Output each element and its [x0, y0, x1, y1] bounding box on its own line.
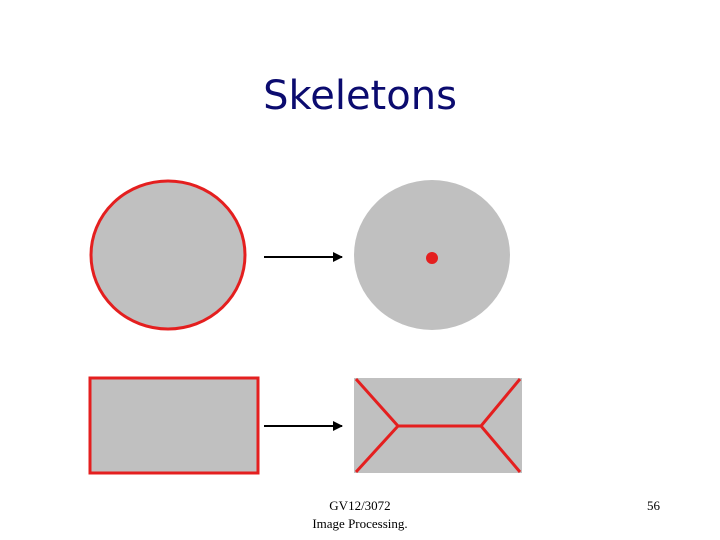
- skeleton-branch-bottom-right: [479, 425, 522, 473]
- rectangle-skeleton: [354, 378, 522, 474]
- slide-title: Skeletons: [263, 73, 457, 119]
- rectangle-example: [88, 376, 522, 475]
- course-code: GV12/3072: [329, 498, 391, 513]
- skeleton-branch-top-left: [354, 378, 400, 427]
- circle-skeleton-point: [426, 252, 438, 264]
- skeleton-branch-bottom-left: [354, 424, 400, 474]
- skeleton-branch-top-right: [479, 378, 522, 427]
- input-rectangle-shape: [88, 376, 260, 475]
- input-circle-shape: [89, 179, 247, 331]
- slide-footer: GV12/3072 Image Processing.: [260, 497, 460, 533]
- circle-example: [89, 179, 510, 331]
- slide-number: 56: [647, 498, 660, 513]
- course-subject: Image Processing.: [312, 516, 408, 531]
